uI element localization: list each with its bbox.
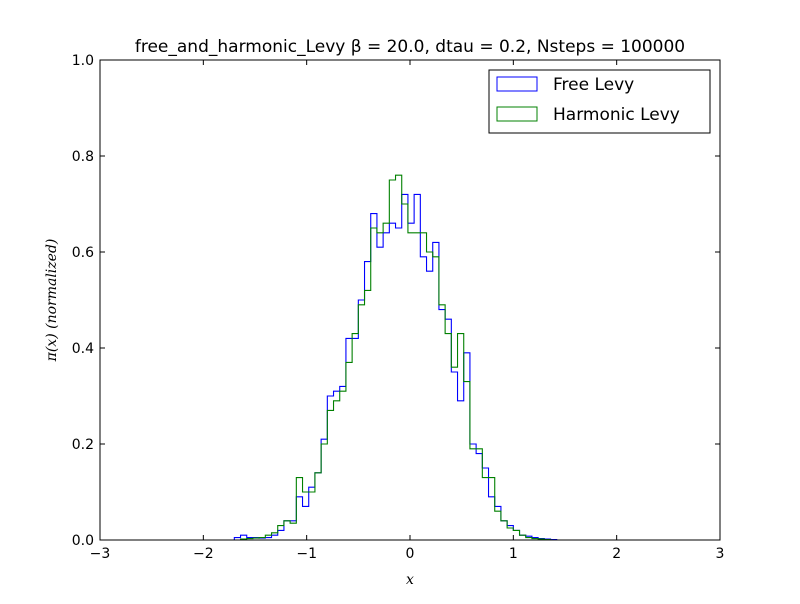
y-tick-label: 0.4 <box>72 341 94 357</box>
x-tick-label: −1 <box>296 546 317 562</box>
x-tick-label: −3 <box>90 546 111 562</box>
legend-box <box>488 69 711 134</box>
series-layer <box>233 174 558 541</box>
chart-title: free_and_harmonic_Levy β = 20.0, dtau = … <box>135 37 685 57</box>
x-tick-label: −2 <box>193 546 214 562</box>
series-step-line-harmonic-levy <box>234 174 557 541</box>
x-tick-label: 2 <box>612 546 621 562</box>
y-axis-label: π(x) (normalized) <box>44 239 60 363</box>
legend-swatch-harmonic-levy <box>496 106 538 122</box>
y-tick-label: 1.0 <box>72 53 94 69</box>
y-tick-label: 0.8 <box>72 149 94 165</box>
x-tick-label: 3 <box>716 546 725 562</box>
legend-label-harmonic-levy: Harmonic Levy <box>553 105 680 125</box>
legend-label-free-levy: Free Levy <box>553 75 634 95</box>
x-axis-label: x <box>406 572 414 588</box>
y-tick-label: 0.0 <box>72 533 94 549</box>
y-tick-label: 0.6 <box>72 245 94 261</box>
x-tick-label: 1 <box>509 546 518 562</box>
legend-swatch-free-levy <box>496 76 538 92</box>
y-tick-label: 0.2 <box>72 437 94 453</box>
legend: Free Levy Harmonic Levy <box>488 69 711 134</box>
x-tick-label: 0 <box>406 546 415 562</box>
ticks-layer: −3 −2 −1 0 1 2 3 0.0 0.2 0.4 0.6 0.8 1.0 <box>72 53 725 562</box>
